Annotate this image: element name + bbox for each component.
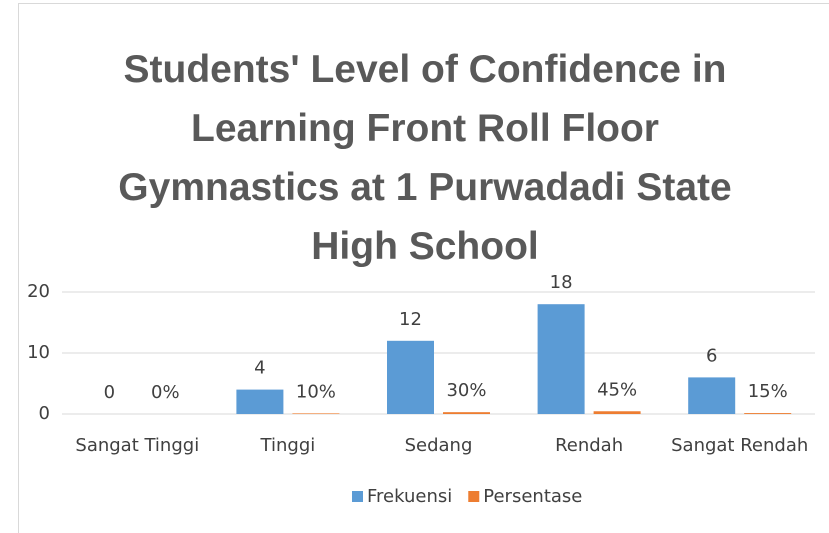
- chart-border: [18, 3, 829, 533]
- data-label: 10%: [296, 381, 336, 402]
- data-label: 4: [254, 358, 265, 379]
- y-tick-label: 10: [27, 342, 50, 363]
- bar: [292, 413, 340, 414]
- y-tick-label: 0: [39, 403, 50, 424]
- bar: [387, 340, 434, 414]
- bar: [744, 413, 792, 414]
- x-tick-label: Rendah: [555, 435, 623, 456]
- data-label: 30%: [446, 380, 486, 401]
- data-label: 18: [550, 272, 573, 293]
- bar: [593, 411, 641, 414]
- data-label: 15%: [748, 381, 788, 402]
- data-label: 45%: [597, 379, 637, 400]
- legend-label: Persentase: [483, 486, 582, 507]
- chart-title: Students' Level of Confidence in Learnin…: [118, 48, 732, 268]
- data-label: 0: [104, 382, 115, 403]
- y-tick-label: 20: [27, 281, 50, 302]
- bar: [443, 412, 490, 414]
- data-label: 6: [706, 345, 717, 366]
- legend-label: Frekuensi: [367, 486, 452, 507]
- legend-swatch: [352, 491, 363, 502]
- bar: [688, 377, 736, 414]
- data-label: 12: [399, 309, 422, 330]
- data-label: 0%: [151, 382, 180, 403]
- x-tick-label: Sangat Rendah: [671, 435, 808, 456]
- bar: [537, 304, 585, 414]
- legend-swatch: [468, 491, 480, 502]
- x-tick-label: Sedang: [405, 435, 473, 456]
- x-tick-label: Sangat Tinggi: [75, 435, 199, 456]
- x-tick-label: Tinggi: [260, 435, 316, 456]
- bar: [236, 389, 284, 414]
